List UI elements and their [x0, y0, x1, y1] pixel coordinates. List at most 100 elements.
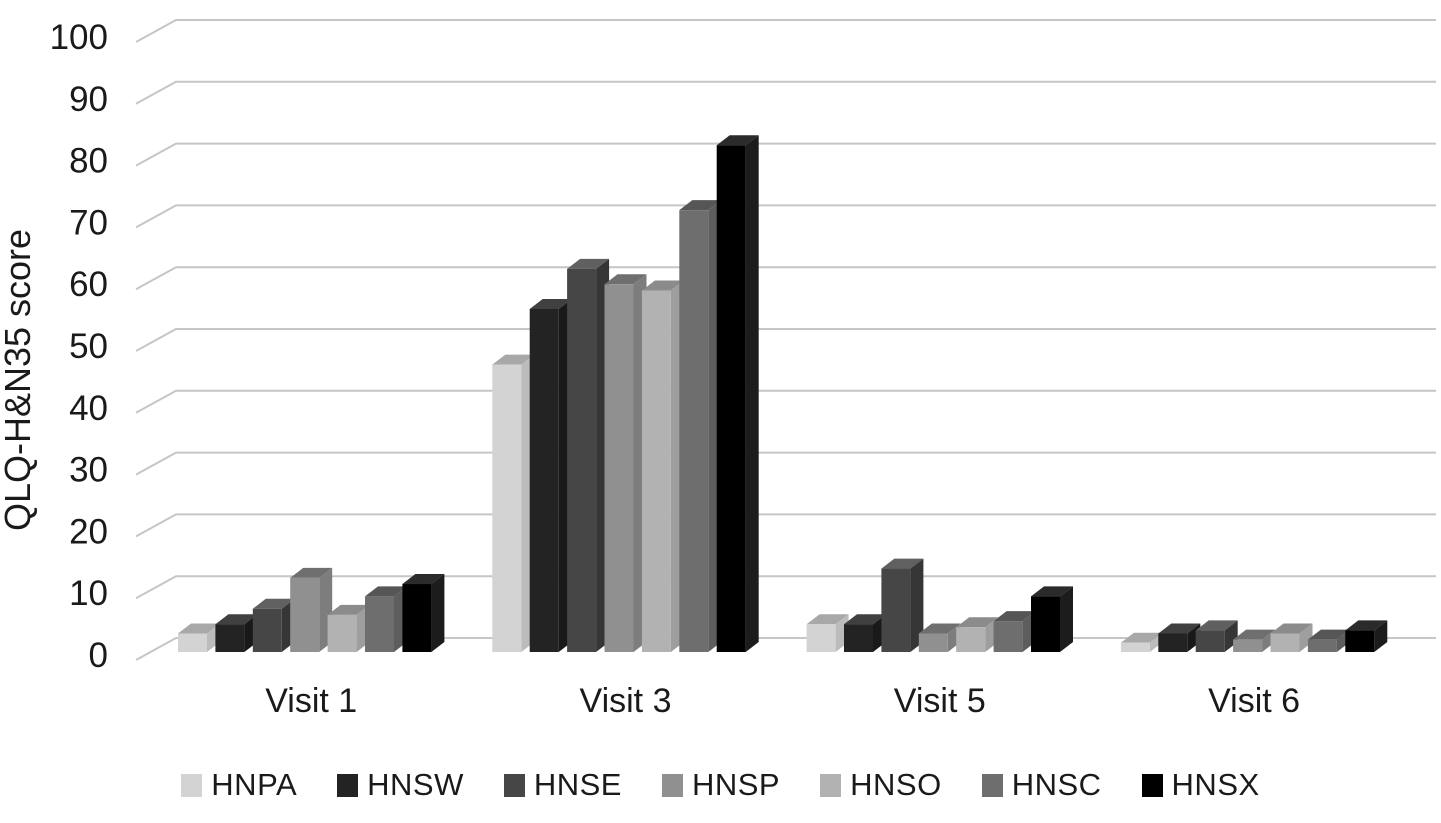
legend-label-hnpa: HNPA — [211, 767, 298, 802]
bar-hnsc-visit-3 — [679, 210, 709, 652]
y-tick-label-60: 60 — [69, 265, 108, 304]
legend-swatch-hnsc — [981, 773, 1003, 797]
bar-hnpa-visit-6-top — [1120, 632, 1163, 643]
bar-hnsc-visit-3-top — [679, 200, 722, 211]
bar-hnsw-visit-6 — [1158, 633, 1188, 652]
bar-hnsc-visit-1-top — [365, 586, 407, 597]
legend-label-hnsx: HNSX — [1171, 767, 1260, 802]
legend-label-hnso: HNSO — [850, 767, 942, 802]
bar-hnse-visit-6-top — [1195, 620, 1238, 631]
bar-hnsp-visit-3 — [604, 284, 634, 652]
legend-item-hnsw: HNSW — [337, 767, 464, 803]
bar-hnpa-visit-6 — [1120, 642, 1150, 652]
gridline-60 — [135, 266, 1436, 291]
bar-hnso-visit-1 — [327, 614, 357, 652]
y-tick-label-20: 20 — [69, 512, 108, 551]
bar-hnpa-visit-1-top — [178, 623, 220, 634]
y-tick-label-70: 70 — [69, 203, 108, 242]
bar-hnso-visit-5-top — [956, 617, 999, 628]
bar-hnsw-visit-1-top — [215, 614, 258, 625]
gridline-50 — [135, 328, 1436, 352]
axis-text-layer: QLQ-H&N35 score 0 10 20 30 40 50 60 70 80 90 100 Vi… — [0, 18, 1300, 720]
gridline-90 — [135, 80, 1436, 105]
x-category-label-visit-3: Visit 3 — [580, 682, 672, 720]
chart-legend: HNPA HNSW HNSE HNSP HNSO HNSC HNSX — [0, 764, 1441, 806]
bar-hnsc-visit-5-top — [993, 611, 1036, 622]
gridline-70 — [135, 204, 1436, 229]
bar-hnsp-visit-6-top — [1233, 629, 1276, 640]
gridline-80 — [135, 142, 1436, 167]
bar-hnsx-visit-6-top — [1345, 620, 1388, 631]
bar-hnsx-visit-1 — [402, 584, 432, 652]
bar-hnsp-visit-1 — [290, 577, 320, 652]
y-tick-label-40: 40 — [69, 389, 108, 428]
bar-hnsx-visit-5-top — [1031, 586, 1073, 597]
bar-hnsc-visit-6 — [1307, 639, 1337, 652]
bar-hnsx-visit-3-side — [745, 135, 759, 653]
bar-hnse-visit-6 — [1195, 630, 1225, 652]
legend-item-hnpa: HNPA — [181, 767, 297, 803]
legend-swatch-hnpa — [181, 773, 203, 797]
bars-layer — [178, 135, 1388, 653]
legend-swatch-hnsw — [337, 773, 359, 797]
bar-hnse-visit-1 — [252, 608, 282, 652]
bar-hnpa-visit-3-top — [492, 354, 535, 365]
bar-hnse-visit-3 — [567, 268, 597, 652]
gridline-100 — [135, 19, 1436, 43]
bar-hnse-visit-1-top — [252, 598, 295, 609]
bar-hnsw-visit-1 — [215, 624, 245, 652]
bar-hnsx-visit-3-top — [716, 135, 759, 146]
bar-hnsw-visit-5 — [844, 624, 873, 652]
bar-hnso-visit-3 — [641, 290, 671, 652]
bar-hnse-visit-5-side — [910, 558, 924, 652]
legend-label-hnse: HNSE — [533, 767, 622, 802]
bar-hnsw-visit-5-top — [844, 614, 886, 625]
bar-hnpa-visit-3 — [492, 364, 522, 652]
y-tick-label-90: 90 — [69, 80, 108, 119]
legend-item-hnso: HNSO — [820, 767, 942, 803]
legend-swatch-hnse — [503, 773, 525, 797]
bar-hnse-visit-5-top — [881, 558, 924, 569]
bar-hnse-visit-5 — [881, 568, 911, 652]
bar-hnsp-visit-6 — [1233, 639, 1263, 652]
bar-hnso-visit-5 — [956, 627, 986, 652]
legend-label-hnsp: HNSP — [691, 767, 781, 802]
y-tick-label-50: 50 — [69, 327, 108, 366]
bar-hnsw-visit-6-top — [1158, 623, 1201, 634]
bar-hnsw-visit-3-top — [529, 299, 572, 310]
bar-hnsp-visit-1-top — [290, 567, 333, 578]
bar-hnsx-visit-6 — [1345, 630, 1375, 652]
y-tick-label-100: 100 — [50, 18, 108, 57]
bar-hnsc-visit-6-top — [1307, 629, 1350, 640]
bar-hnsp-visit-5-top — [918, 623, 961, 634]
bar-hnpa-visit-1 — [178, 633, 207, 652]
bar-hnsx-visit-1-top — [402, 574, 445, 585]
gridline-40 — [135, 389, 1436, 414]
bar-hnsp-visit-3-top — [604, 274, 647, 285]
x-category-label-visit-1: Visit 1 — [265, 682, 357, 720]
bar-hnsx-visit-5-side — [1060, 586, 1073, 652]
legend-swatch-hnsx — [1141, 773, 1163, 797]
y-tick-label-30: 30 — [69, 451, 108, 490]
bar-hnsc-visit-5 — [993, 621, 1023, 652]
x-category-label-visit-6: Visit 6 — [1208, 682, 1300, 720]
y-tick-label-0: 0 — [89, 636, 108, 675]
x-category-label-visit-5: Visit 5 — [894, 682, 986, 720]
bar-hnso-visit-6-side — [1299, 623, 1313, 652]
y-tick-label-80: 80 — [69, 142, 108, 181]
legend-label-hnsw: HNSW — [367, 767, 464, 802]
bar-hnso-visit-3-top — [641, 280, 684, 291]
bar-hnso-visit-6 — [1270, 633, 1300, 652]
gridline-10 — [135, 575, 1436, 600]
bar-hnso-visit-6-top — [1270, 623, 1313, 634]
gridlines-layer — [135, 19, 1436, 661]
legend-swatch-hnsp — [661, 773, 683, 797]
y-axis-title: QLQ-H&N35 score — [0, 229, 38, 531]
bar-hnsx-visit-1-side — [431, 574, 445, 652]
bar-hnso-visit-1-top — [327, 604, 370, 615]
legend-swatch-hnso — [820, 773, 842, 797]
legend-item-hnse: HNSE — [503, 767, 622, 803]
legend-item-hnsx: HNSX — [1141, 767, 1260, 803]
gridline-30 — [135, 451, 1436, 476]
